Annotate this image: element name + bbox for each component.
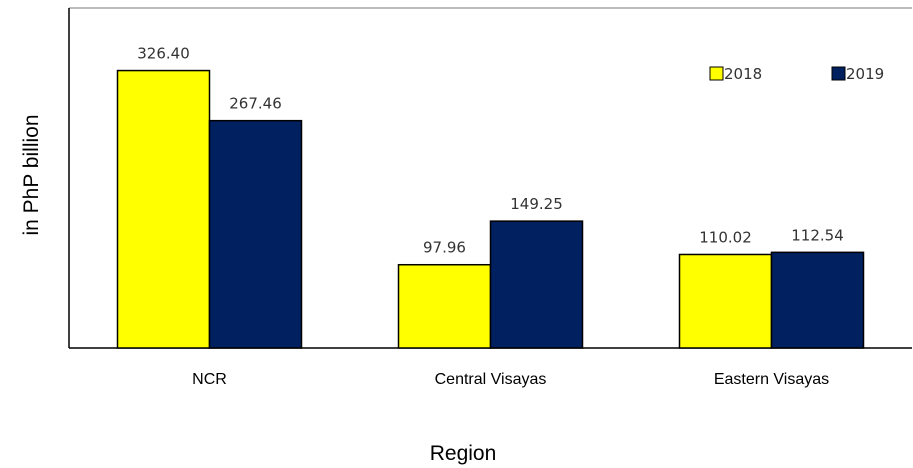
data-label-eastern-visayas-2018: 110.02 bbox=[699, 228, 752, 246]
bar-central-visayas-2018 bbox=[397, 263, 492, 349]
x-tick-labels: NCR Central Visayas Eastern Visayas bbox=[192, 371, 829, 388]
bar-eastern-visayas-2018 bbox=[678, 253, 773, 349]
x-tick-label-ncr: NCR bbox=[192, 371, 227, 388]
data-label-ncr-2018: 326.40 bbox=[137, 45, 190, 63]
legend: 2018 2019 bbox=[709, 65, 884, 83]
bar-eastern-visayas-2019 bbox=[770, 251, 865, 349]
legend-label-2018: 2018 bbox=[724, 65, 762, 83]
y-axis-title: in PhP billion bbox=[20, 114, 43, 235]
legend-swatch-2019 bbox=[831, 66, 846, 81]
x-tick-label-central-visayas: Central Visayas bbox=[435, 371, 547, 388]
x-tick-label-eastern-visayas: Eastern Visayas bbox=[714, 371, 829, 388]
x-axis-title: Region bbox=[430, 442, 497, 465]
data-labels-layer: 326.40 267.46 97.96 149.25 110.02 112.54 bbox=[137, 45, 844, 257]
legend-item-2019: 2019 bbox=[831, 65, 884, 83]
data-label-eastern-visayas-2019: 112.54 bbox=[791, 226, 844, 244]
legend-label-2019: 2019 bbox=[846, 65, 884, 83]
data-label-ncr-2019: 267.46 bbox=[229, 95, 282, 113]
bar-central-visayas-2019 bbox=[489, 220, 584, 349]
legend-item-2018: 2018 bbox=[709, 65, 762, 83]
bars-layer bbox=[116, 69, 865, 349]
data-label-central-visayas-2018: 97.96 bbox=[423, 239, 466, 257]
bar-ncr-2019 bbox=[208, 119, 303, 349]
legend-swatch-2018 bbox=[709, 66, 724, 81]
bar-ncr-2018 bbox=[116, 69, 211, 349]
data-label-central-visayas-2019: 149.25 bbox=[510, 195, 563, 213]
